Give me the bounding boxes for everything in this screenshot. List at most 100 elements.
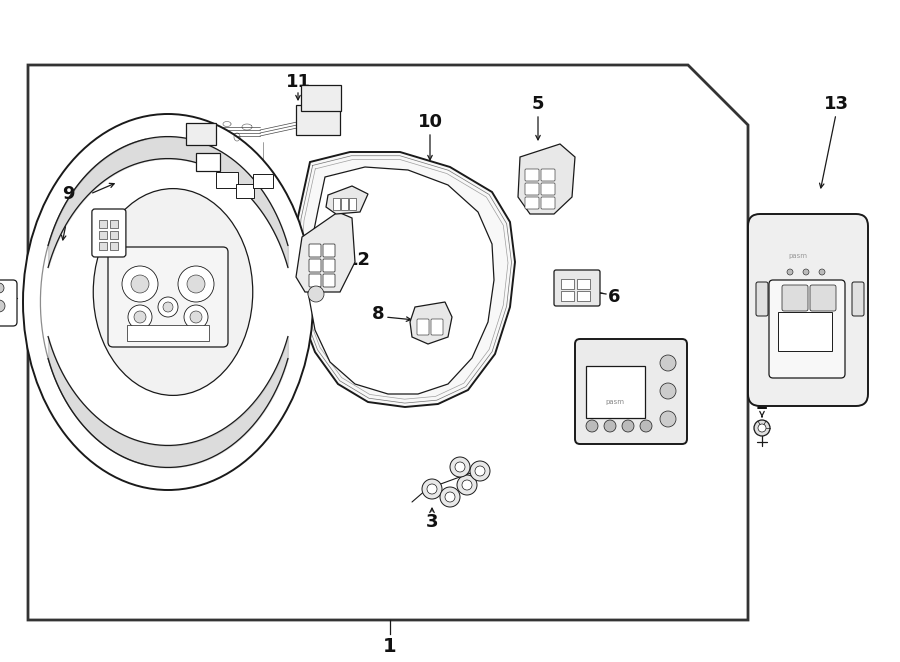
FancyBboxPatch shape — [340, 197, 347, 209]
Circle shape — [134, 311, 146, 323]
Text: pasm: pasm — [606, 399, 625, 405]
FancyBboxPatch shape — [541, 169, 555, 181]
FancyBboxPatch shape — [301, 85, 341, 111]
Circle shape — [0, 283, 4, 293]
FancyBboxPatch shape — [782, 285, 808, 311]
Ellipse shape — [23, 114, 313, 490]
Circle shape — [190, 311, 202, 323]
FancyBboxPatch shape — [323, 259, 335, 272]
Circle shape — [457, 475, 477, 495]
Polygon shape — [410, 302, 452, 344]
Circle shape — [128, 305, 152, 329]
FancyBboxPatch shape — [92, 209, 126, 257]
Circle shape — [422, 479, 442, 499]
Text: 3: 3 — [426, 513, 438, 531]
Text: 4: 4 — [653, 401, 666, 419]
FancyBboxPatch shape — [186, 123, 216, 145]
Circle shape — [455, 462, 465, 472]
FancyBboxPatch shape — [756, 282, 768, 316]
FancyBboxPatch shape — [253, 174, 273, 188]
FancyBboxPatch shape — [525, 197, 539, 209]
FancyBboxPatch shape — [111, 230, 119, 238]
Text: 11: 11 — [285, 73, 310, 91]
FancyBboxPatch shape — [810, 285, 836, 311]
Polygon shape — [518, 144, 575, 214]
FancyBboxPatch shape — [525, 169, 539, 181]
Circle shape — [475, 466, 485, 476]
Text: 13: 13 — [824, 95, 849, 113]
Circle shape — [622, 420, 634, 432]
Circle shape — [163, 302, 173, 312]
FancyBboxPatch shape — [348, 197, 356, 209]
Text: 1: 1 — [383, 638, 397, 657]
FancyBboxPatch shape — [577, 291, 590, 301]
Circle shape — [758, 424, 766, 432]
Circle shape — [450, 457, 470, 477]
FancyBboxPatch shape — [127, 325, 209, 341]
FancyBboxPatch shape — [216, 172, 238, 188]
Circle shape — [427, 484, 437, 494]
Circle shape — [787, 269, 793, 275]
Circle shape — [660, 355, 676, 371]
FancyBboxPatch shape — [99, 220, 107, 228]
Polygon shape — [295, 152, 515, 407]
FancyBboxPatch shape — [852, 282, 864, 316]
Polygon shape — [28, 65, 748, 620]
Circle shape — [122, 266, 158, 302]
Circle shape — [308, 286, 324, 302]
Text: 5: 5 — [532, 95, 544, 113]
Circle shape — [440, 487, 460, 507]
Text: pasm: pasm — [788, 253, 807, 259]
Circle shape — [754, 420, 770, 436]
Polygon shape — [326, 186, 368, 214]
FancyBboxPatch shape — [561, 279, 573, 289]
Circle shape — [640, 420, 652, 432]
FancyBboxPatch shape — [778, 312, 832, 351]
Circle shape — [445, 492, 455, 502]
Circle shape — [660, 411, 676, 427]
FancyBboxPatch shape — [111, 242, 119, 250]
Circle shape — [660, 383, 676, 399]
Circle shape — [586, 420, 598, 432]
FancyBboxPatch shape — [541, 183, 555, 195]
Circle shape — [158, 297, 178, 317]
Text: 7: 7 — [338, 238, 351, 256]
FancyBboxPatch shape — [554, 270, 600, 306]
Circle shape — [803, 269, 809, 275]
Circle shape — [187, 275, 205, 293]
FancyBboxPatch shape — [417, 319, 429, 335]
Ellipse shape — [94, 189, 253, 395]
Text: 8: 8 — [372, 305, 384, 323]
FancyBboxPatch shape — [236, 184, 254, 198]
FancyBboxPatch shape — [196, 153, 220, 171]
Text: 6: 6 — [608, 288, 620, 306]
Circle shape — [131, 275, 149, 293]
Polygon shape — [308, 167, 494, 394]
FancyBboxPatch shape — [309, 244, 321, 257]
Circle shape — [604, 420, 616, 432]
FancyBboxPatch shape — [0, 280, 17, 326]
FancyBboxPatch shape — [111, 220, 119, 228]
FancyBboxPatch shape — [99, 230, 107, 238]
FancyBboxPatch shape — [577, 279, 590, 289]
FancyBboxPatch shape — [561, 291, 573, 301]
FancyBboxPatch shape — [541, 197, 555, 209]
Circle shape — [462, 480, 472, 490]
FancyBboxPatch shape — [309, 259, 321, 272]
FancyBboxPatch shape — [748, 214, 868, 406]
FancyBboxPatch shape — [309, 274, 321, 287]
Circle shape — [178, 266, 214, 302]
FancyBboxPatch shape — [525, 183, 539, 195]
FancyBboxPatch shape — [108, 247, 228, 347]
FancyBboxPatch shape — [323, 244, 335, 257]
FancyBboxPatch shape — [99, 242, 107, 250]
FancyBboxPatch shape — [575, 339, 687, 444]
FancyBboxPatch shape — [296, 105, 340, 135]
Circle shape — [184, 305, 208, 329]
Circle shape — [470, 461, 490, 481]
Text: 2: 2 — [756, 395, 769, 413]
Text: 12: 12 — [346, 251, 371, 269]
Polygon shape — [296, 212, 355, 292]
Circle shape — [819, 269, 825, 275]
FancyBboxPatch shape — [323, 274, 335, 287]
